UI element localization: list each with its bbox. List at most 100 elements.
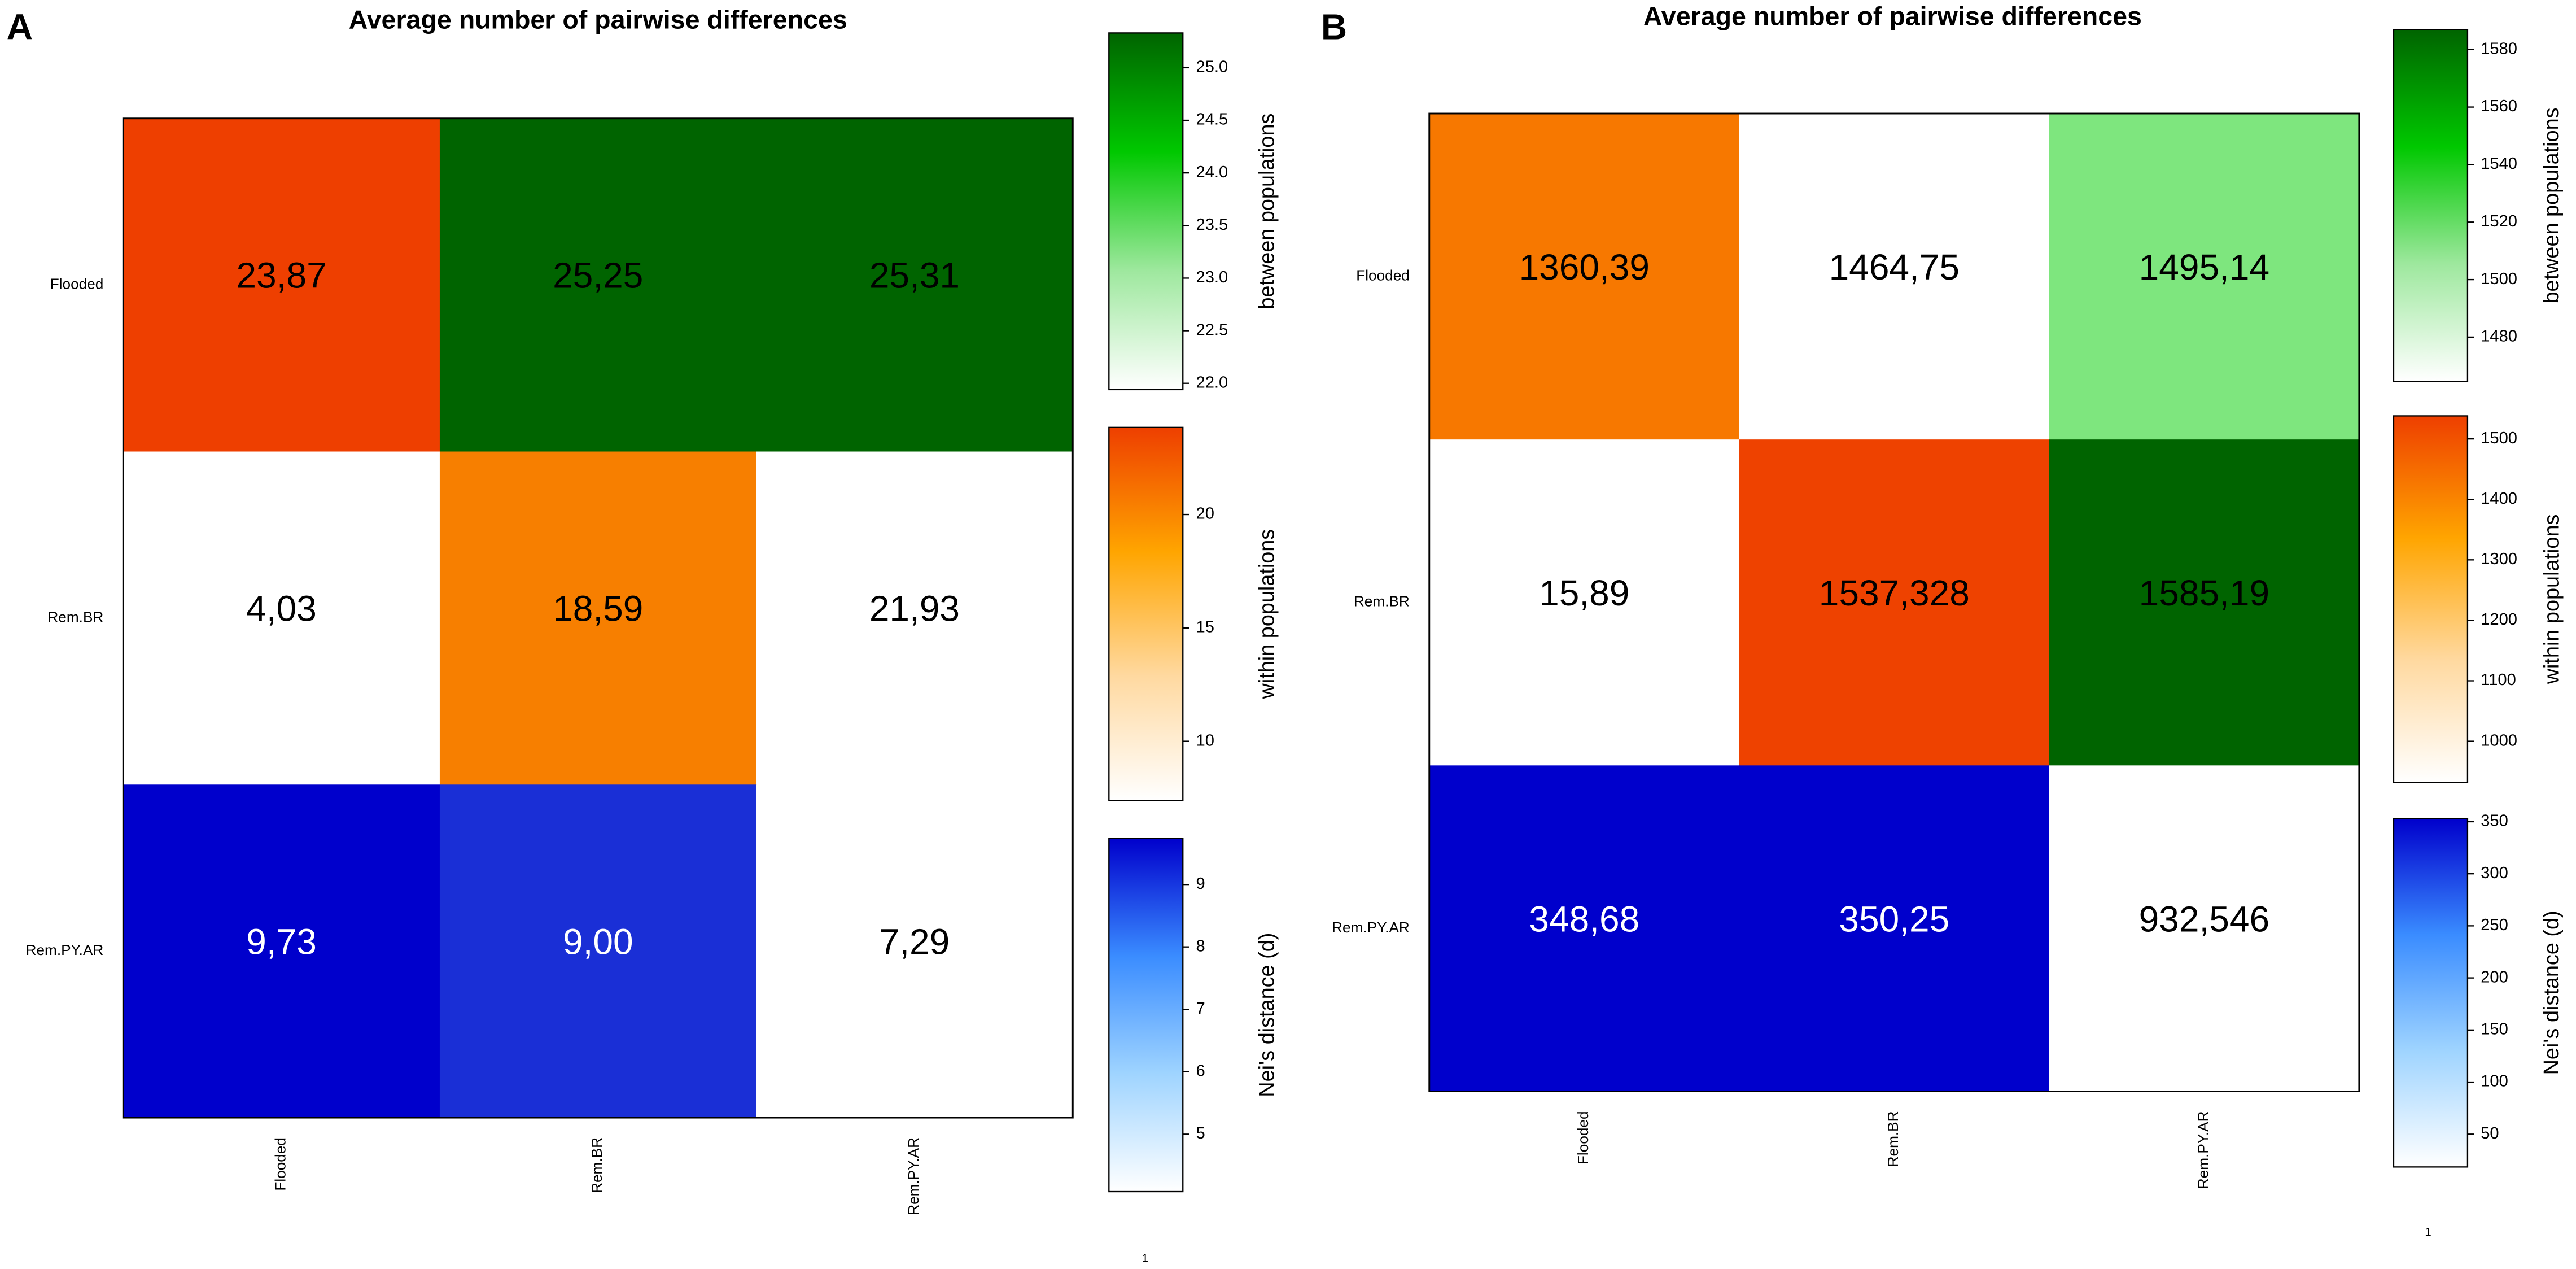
colorbar-tick-label: 24.5 [1196,111,1228,129]
colorbar-label: within populations [2540,514,2564,685]
colorbar-tick-label: 15 [1196,618,1214,636]
heatmap-cell [2049,439,2360,766]
colorbar-tick-label: 22.0 [1196,373,1228,391]
colorbar-tick-label: 1500 [2481,270,2517,288]
footnote: 1 [2425,1226,2431,1239]
colorbar-tick-label: 9 [1196,875,1205,893]
colorbar-tick-label: 22.5 [1196,321,1228,339]
panel-label: B [1321,6,1347,47]
colorbar-tick-label: 1500 [2481,429,2517,447]
heatmap-cell [1739,439,2050,766]
heatmap-cell [1739,114,2050,441]
colorbar-tick-label: 1300 [2481,550,2517,568]
colorbar-label: Nei's distance (d) [2540,910,2564,1075]
colorbar [1108,32,1184,391]
heatmap-cell [439,451,757,786]
colorbar-tick-label: 1200 [2481,610,2517,629]
colorbar-tick-label: 350 [2481,812,2508,830]
cell-label: 25,25 [553,255,643,296]
cell-label: 21,93 [869,588,960,629]
colorbar-tick-label: 24.0 [1196,163,1228,181]
colorbar-tick-label: 23.5 [1196,216,1228,234]
heatmap-cell [1429,439,1740,766]
y-tick-label: Flooded [50,276,104,293]
panel-label: A [7,6,33,47]
colorbar-label: Nei's distance (d) [1256,933,1279,1097]
cell-label: 348,68 [1529,899,1639,939]
colorbar-tick-label: 5 [1196,1124,1205,1142]
colorbar-tick-label: 7 [1196,1000,1205,1018]
chart-title: Average number of pairwise differences [1643,2,2142,31]
colorbar-tick-label: 200 [2481,968,2508,986]
colorbar-label: between populations [2540,107,2564,303]
cell-label: 350,25 [1839,899,1949,939]
colorbar-tick-label: 1580 [2481,40,2517,58]
x-tick-label: Rem.PY.AR [2194,1111,2211,1189]
colorbar [1108,426,1184,801]
colorbar-tick-label: 6 [1196,1062,1205,1080]
cell-label: 25,31 [869,255,960,296]
colorbar-tick-label: 8 [1196,937,1205,955]
colorbar-label: between populations [1256,114,1279,309]
colorbar-tick-label: 1480 [2481,328,2517,346]
heatmap-cell [1739,765,2050,1092]
colorbar [1108,838,1184,1193]
colorbar-tick-label: 1520 [2481,212,2517,230]
x-tick-label: Rem.BR [588,1137,605,1193]
colorbar-tick-label: 1400 [2481,490,2517,508]
cell-label: 9,00 [563,921,633,962]
heatmap-cell [2049,114,2360,441]
footnote: 1 [1142,1253,1148,1265]
colorbar-label: within populations [1256,529,1279,700]
cell-label: 4,03 [246,588,317,629]
cell-label: 1464,75 [1829,247,1960,287]
colorbar-tick-label: 50 [2481,1124,2499,1142]
colorbar-tick-label: 20 [1196,505,1214,523]
cell-label: 1495,14 [2139,247,2269,287]
plot-frame [1428,112,2360,1092]
cell-label: 932,546 [2139,899,2269,939]
heatmap-cell [123,784,440,1118]
heatmap-cell [123,451,440,786]
colorbar [2393,818,2469,1168]
colorbar-tick-label: 23.0 [1196,268,1228,286]
cell-label: 1585,19 [2139,573,2269,613]
colorbar-tick-label: 300 [2481,864,2508,882]
y-tick-label: Rem.BR [1354,593,1410,610]
cell-label: 1360,39 [1519,247,1650,287]
colorbar-tick-label: 25.0 [1196,58,1228,76]
colorbar [2393,29,2469,382]
colorbar-tick-label: 100 [2481,1072,2508,1091]
cell-label: 15,89 [1539,573,1629,613]
cell-label: 23,87 [236,255,326,296]
x-tick-label: Rem.BR [1884,1111,1901,1167]
heatmap-cell [439,784,757,1118]
colorbar-tick-label: 1560 [2481,97,2517,115]
x-tick-label: Rem.PY.AR [905,1137,922,1215]
cell-label: 9,73 [246,921,317,962]
heatmap-cell [123,118,440,452]
heatmap-cell [1429,114,1740,441]
plot-frame [122,117,1074,1119]
heatmap-cell [756,451,1074,786]
y-tick-label: Rem.BR [47,608,103,625]
colorbar-tick-label: 1000 [2481,731,2517,749]
y-tick-label: Flooded [1356,267,1410,284]
chart-title: Average number of pairwise differences [349,5,847,34]
cell-label: 7,29 [880,921,950,962]
colorbar-tick-label: 10 [1196,731,1214,749]
colorbar-tick-label: 150 [2481,1021,2508,1039]
y-tick-label: Rem.PY.AR [26,941,104,958]
colorbar-tick-label: 1540 [2481,155,2517,173]
heatmap-cell [439,118,757,452]
heatmap-cell [2049,765,2360,1092]
heatmap-cell [756,784,1074,1118]
y-tick-label: Rem.PY.AR [1332,919,1410,936]
heatmap-cell [1429,765,1740,1092]
colorbar [2393,415,2469,783]
x-tick-label: Flooded [272,1137,289,1191]
cell-label: 18,59 [553,588,643,629]
x-tick-label: Flooded [1575,1111,1591,1165]
colorbar-tick-label: 250 [2481,916,2508,934]
